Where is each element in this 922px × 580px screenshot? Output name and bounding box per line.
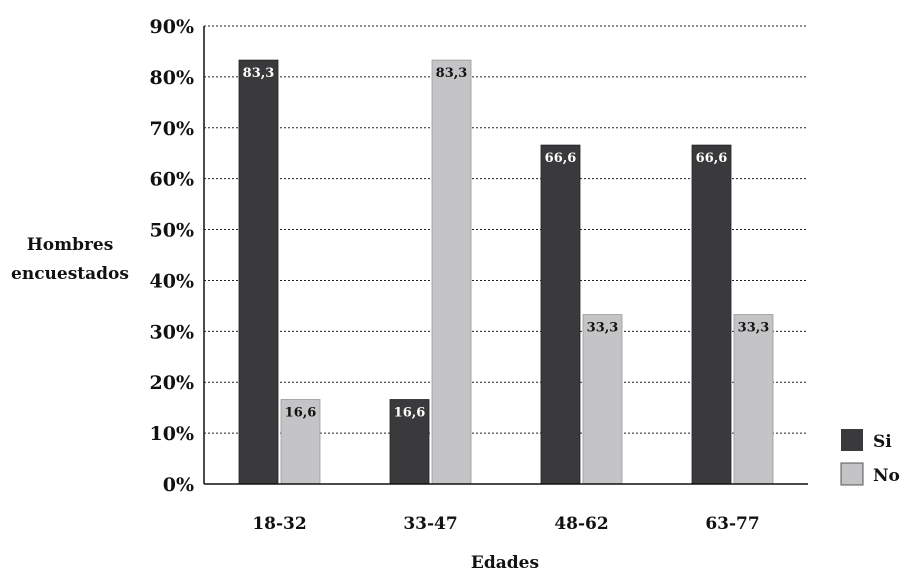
legend: Si No bbox=[840, 429, 900, 486]
x-axis-title: Edades bbox=[471, 553, 539, 573]
legend-swatch-si bbox=[841, 429, 863, 451]
bar-no-48-62 bbox=[582, 314, 623, 485]
y-tick-label: 60% bbox=[150, 169, 195, 191]
y-axis-title-line-1: Hombres bbox=[27, 235, 114, 255]
x-tick-label: 33-47 bbox=[403, 514, 457, 534]
legend-swatch-no bbox=[840, 462, 864, 486]
y-tick-label: 20% bbox=[150, 372, 195, 394]
bar-no-63-77 bbox=[733, 314, 774, 485]
bar-no-33-47 bbox=[431, 59, 472, 485]
y-tick-label: 0% bbox=[163, 474, 194, 496]
y-tick-label: 40% bbox=[150, 270, 195, 292]
y-tick-label: 50% bbox=[150, 220, 195, 242]
bar-si-48-62 bbox=[540, 144, 581, 485]
data-label: 83,3 bbox=[243, 66, 275, 81]
data-label: 66,6 bbox=[545, 151, 577, 166]
y-tick-label: 80% bbox=[150, 67, 195, 89]
data-label: 33,3 bbox=[738, 321, 770, 336]
y-tick-label: 90% bbox=[150, 16, 195, 38]
bar-si-18-32 bbox=[238, 59, 279, 485]
x-tick-label: 63-77 bbox=[705, 514, 759, 534]
data-label: 66,6 bbox=[696, 151, 728, 166]
y-tick-label: 10% bbox=[150, 423, 195, 445]
data-label: 16,6 bbox=[394, 406, 426, 421]
y-tick-label: 70% bbox=[150, 118, 195, 140]
y-axis-title-line-2: encuestados bbox=[11, 264, 129, 284]
y-axis-ticks: 0% 10% 20% 30% 40% 50% 60% 70% 80% 90% bbox=[150, 16, 195, 496]
x-tick-label: 48-62 bbox=[554, 514, 608, 534]
y-tick-label: 30% bbox=[150, 321, 195, 343]
legend-label-no: No bbox=[873, 466, 900, 486]
bars bbox=[238, 59, 774, 485]
data-labels: 83,3 16,6 16,6 83,3 66,6 33,3 66,6 33,3 bbox=[243, 66, 770, 420]
data-label: 33,3 bbox=[587, 321, 619, 336]
data-label: 16,6 bbox=[285, 406, 317, 421]
bar-si-63-77 bbox=[691, 144, 732, 485]
bar-si-33-47 bbox=[389, 399, 430, 485]
gridlines bbox=[204, 25, 808, 434]
data-label: 83,3 bbox=[436, 66, 468, 81]
x-axis-ticks: 18-32 33-47 48-62 63-77 bbox=[252, 514, 759, 534]
x-tick-label: 18-32 bbox=[252, 514, 306, 534]
legend-label-si: Si bbox=[873, 432, 892, 452]
